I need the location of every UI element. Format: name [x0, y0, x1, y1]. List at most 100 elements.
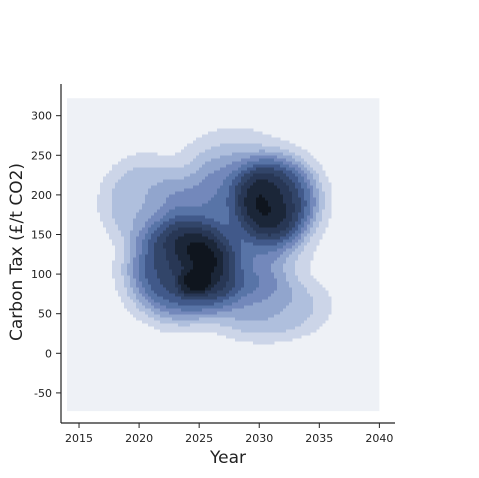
kde-contour-cell — [100, 218, 104, 222]
kde-contour-cell — [172, 191, 176, 195]
kde-contour-cell — [250, 155, 254, 159]
kde-contour-cell — [289, 248, 293, 252]
kde-contour-cell — [304, 224, 308, 228]
kde-contour-cell — [253, 269, 257, 273]
kde-contour-cell — [100, 215, 104, 219]
kde-contour-cell — [232, 269, 236, 273]
kde-contour-cell — [268, 251, 272, 255]
kde-contour-cell — [253, 248, 257, 252]
kde-contour-cell — [214, 209, 218, 213]
kde-contour-cell — [298, 209, 302, 213]
kde-contour-cell — [175, 209, 179, 213]
kde-contour-cell — [112, 176, 116, 180]
kde-contour-cell — [310, 176, 314, 180]
kde-contour-cell — [196, 287, 200, 291]
kde-contour-cell — [157, 242, 161, 246]
kde-contour-cell — [226, 215, 230, 219]
kde-contour-cell — [199, 266, 203, 270]
kde-contour-cell — [202, 221, 206, 225]
kde-contour-cell — [220, 176, 224, 180]
kde-contour-cell — [313, 191, 317, 195]
kde-contour-cell — [175, 323, 179, 327]
kde-contour-cell — [181, 257, 185, 261]
kde-contour-cell — [220, 227, 224, 231]
kde-contour-cell — [115, 242, 119, 246]
kde-contour-cell — [238, 149, 242, 153]
kde-contour-cell — [313, 230, 317, 234]
kde-contour-cell — [133, 215, 137, 219]
kde-contour-cell — [271, 287, 275, 291]
kde-contour-cell — [217, 209, 221, 213]
kde-contour-cell — [283, 278, 287, 282]
kde-contour-cell — [247, 257, 251, 261]
kde-contour-cell — [229, 185, 233, 189]
kde-contour-cell — [298, 146, 302, 150]
kde-contour-cell — [187, 209, 191, 213]
kde-contour-cell — [226, 269, 230, 273]
kde-contour-cell — [295, 278, 299, 282]
kde-contour-cell — [286, 149, 290, 153]
kde-contour-cell — [271, 185, 275, 189]
kde-contour-cell — [193, 224, 197, 228]
kde-contour-cell — [148, 182, 152, 186]
kde-contour-cell — [175, 296, 179, 300]
kde-contour-cell — [199, 227, 203, 231]
kde-contour-cell — [145, 275, 149, 279]
kde-contour-cell — [223, 263, 227, 267]
kde-contour-cell — [181, 242, 185, 246]
kde-contour-cell — [295, 287, 299, 291]
kde-contour-cell — [202, 317, 206, 321]
kde-contour-cell — [112, 173, 116, 177]
kde-contour-cell — [145, 269, 149, 273]
kde-contour-cell — [178, 158, 182, 162]
kde-contour-cell — [124, 242, 128, 246]
kde-contour-cell — [211, 245, 215, 249]
kde-contour-cell — [310, 179, 314, 183]
kde-contour-cell — [145, 215, 149, 219]
kde-contour-cell — [283, 203, 287, 207]
kde-contour-cell — [127, 242, 131, 246]
kde-contour-cell — [265, 140, 269, 144]
kde-contour-cell — [247, 158, 251, 162]
kde-contour-cell — [154, 302, 158, 306]
kde-contour-cell — [217, 140, 221, 144]
kde-contour-cell — [319, 311, 323, 315]
kde-contour-cell — [268, 164, 272, 168]
kde-contour-cell — [190, 275, 194, 279]
kde-contour-cell — [256, 167, 260, 171]
kde-contour-cell — [304, 209, 308, 213]
kde-contour-cell — [301, 293, 305, 297]
kde-contour-cell — [106, 188, 110, 192]
kde-contour-cell — [229, 230, 233, 234]
kde-contour-cell — [250, 311, 254, 315]
kde-contour-cell — [325, 218, 329, 222]
kde-contour-cell — [187, 206, 191, 210]
kde-contour-cell — [274, 290, 278, 294]
kde-contour-cell — [115, 221, 119, 225]
kde-contour-cell — [163, 182, 167, 186]
kde-contour-cell — [187, 266, 191, 270]
kde-contour-cell — [256, 215, 260, 219]
kde-contour-cell — [262, 314, 266, 318]
kde-contour-cell — [322, 290, 326, 294]
kde-contour-cell — [307, 236, 311, 240]
kde-contour-cell — [157, 155, 161, 159]
kde-contour-cell — [169, 308, 173, 312]
kde-contour-cell — [250, 245, 254, 249]
kde-contour-cell — [271, 293, 275, 297]
kde-contour-cell — [163, 206, 167, 210]
kde-contour-cell — [223, 275, 227, 279]
kde-contour-cell — [175, 281, 179, 285]
kde-contour-cell — [271, 155, 275, 159]
kde-contour-cell — [157, 233, 161, 237]
kde-contour-cell — [184, 182, 188, 186]
kde-contour-cell — [238, 206, 242, 210]
kde-contour-cell — [277, 275, 281, 279]
kde-contour-cell — [187, 287, 191, 291]
kde-contour-cell — [277, 164, 281, 168]
kde-contour-cell — [220, 161, 224, 165]
kde-contour-cell — [121, 281, 125, 285]
kde-contour-cell — [328, 299, 332, 303]
kde-contour-cell — [277, 257, 281, 261]
kde-contour-cell — [319, 164, 323, 168]
